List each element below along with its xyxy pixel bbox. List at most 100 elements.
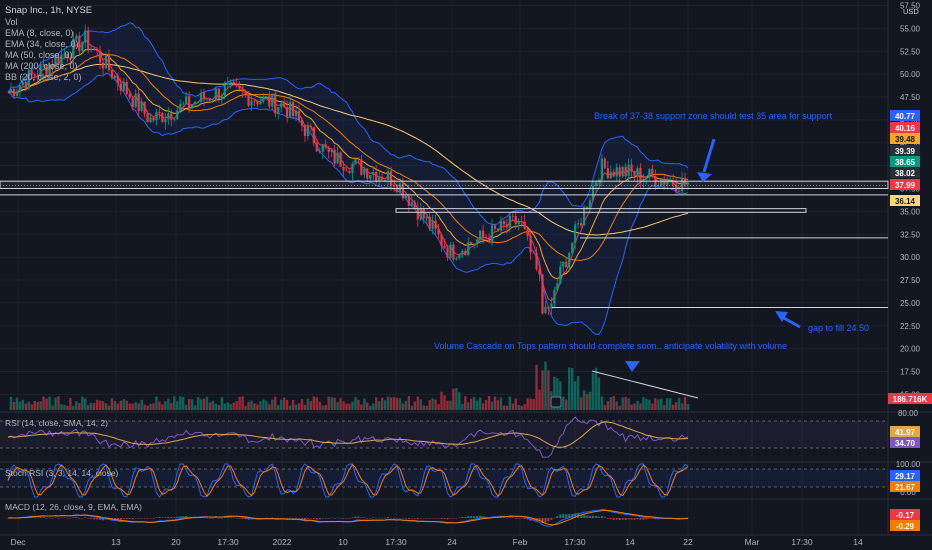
macd-histogram-bar [158,516,161,518]
volume-bar [48,396,51,410]
macd-histogram-bar [597,516,600,518]
candle-body [21,82,24,86]
candle-body [639,167,642,182]
macd-histogram-bar [387,517,390,518]
volume-bar [170,403,173,410]
arrow-gap-head [775,311,788,322]
macd-histogram-bar [122,518,125,519]
volume-bar [211,400,215,410]
ema34-line [7,49,688,280]
candle-body [407,195,410,206]
macd-histogram-bar [167,516,170,518]
candle-body [244,91,247,95]
time-tick: 13 [111,537,121,547]
candle-body [470,242,473,245]
macd-histogram-bar [226,517,229,518]
candle-body [90,48,93,50]
legend-ma200[interactable]: MA (200, close, 0) [5,61,78,71]
volume-bar [42,396,45,410]
annotation-support[interactable]: Break of 37-38 support zone should test … [594,111,833,121]
volume-bar [434,399,437,410]
volume-bar [363,398,366,410]
candle-body [318,151,321,153]
macd-label[interactable]: MACD (12, 26, close, 9, EMA, EMA) [5,502,142,512]
volume-bar [36,401,39,410]
volume-bar [208,402,212,410]
volume-bar [30,404,33,410]
annotation-volume[interactable]: Volume Cascade on Tops pattern should co… [434,341,787,351]
candle-body [253,100,256,102]
time-tick: Feb [513,537,528,547]
volume-bar [312,396,316,410]
candle-body [618,167,621,177]
macd-histogram-bar [324,518,327,519]
volume-bar [657,399,660,410]
macd-histogram-bar [517,518,520,519]
volume-bar [517,404,520,410]
candle-body [122,81,125,91]
volume-bar [668,398,672,410]
annotation-gap[interactable]: gap to fill 24.50 [808,323,869,333]
macd-histogram-bar [600,516,603,518]
candle-body [642,178,645,182]
volume-bar [538,389,541,410]
legend-ema34[interactable]: EMA (34, close, 0) [5,39,79,49]
stoch-label[interactable]: Stoch RSI (3, 3, 14, 14, close) [5,468,119,478]
volume-bar [511,403,515,410]
volume-bar [155,396,158,410]
rsi-label[interactable]: RSI (14, close, SMA, 14, 2) [5,418,108,428]
time-tick: 14 [625,537,635,547]
legend-ema8[interactable]: EMA (8, close, 0) [5,28,74,38]
stoch-badge-bg [890,470,920,481]
macd-histogram-bar [550,518,553,520]
volume-bar [262,399,265,410]
volume-bar [279,399,283,410]
macd-histogram-bar [407,518,410,519]
macd-histogram-bar [404,518,407,519]
candle-body [538,269,541,275]
volume-bar [33,401,36,410]
macd-histogram-bar [312,518,315,519]
bollinger-fill [8,22,688,335]
volume-bar [164,401,167,410]
candle-body [152,117,155,121]
volume-bar [137,403,140,410]
symbol-title: Snap Inc., 1h, NYSE [5,5,92,16]
price-tick: 20.00 [900,345,921,354]
volume-bar [615,401,618,410]
legend-ma50[interactable]: MA (50, close, 0) [5,50,73,60]
volume-bar [330,397,333,410]
macd-histogram-bar [499,516,502,518]
legend-vol[interactable]: Vol [5,17,18,27]
candle-body [214,88,217,100]
volume-bar [366,402,369,410]
volume-bar [81,396,84,410]
time-axis[interactable]: Dec 13 20 17:30 2022 10 17:30 24 Feb 17:30 14 22 Mar… [10,537,863,547]
macd-histogram-bar [113,518,116,520]
candle-body [336,152,339,164]
candle-body [69,58,72,59]
volume-bar [680,403,684,410]
time-tick: 14 [853,537,863,547]
candle-body [351,163,354,173]
volume-bar [464,396,467,410]
macd-histogram-bar [395,518,398,519]
candle-body [398,183,402,193]
candle-body [75,35,78,39]
candle-body [624,166,627,177]
volume-bar [348,403,351,410]
candle-body [179,104,182,111]
volume-bar [101,401,105,410]
legend-bb[interactable]: BB (20, close, 2, 0) [5,72,82,82]
volume-bar [57,396,60,410]
candle-body [425,216,428,219]
candle-body [321,144,324,153]
time-tick: 17:30 [217,537,239,547]
candle-body [288,101,292,117]
volume-bar [92,403,96,410]
macd-histogram-bar [342,518,345,519]
candle-body [30,70,33,75]
volume-bar [327,396,330,410]
volume-bar [66,405,69,410]
